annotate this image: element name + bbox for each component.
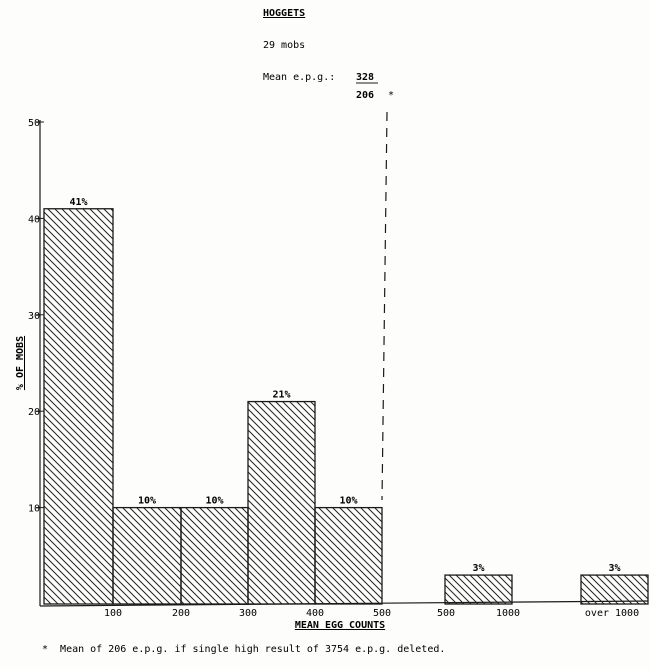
y-tick-label: 50: [28, 118, 40, 129]
bar-value-label: 41%: [69, 197, 87, 208]
x-tick-label: 300: [239, 608, 257, 619]
bar-100-200: [112, 506, 182, 605]
y-tick-label: 40: [28, 214, 40, 225]
bar-value-label: 10%: [339, 496, 357, 507]
y-tick-label: 10: [28, 504, 40, 515]
y-axis-label: % OF MOBS: [15, 336, 26, 390]
mobs-count: 29 mobs: [263, 40, 305, 51]
x-tick-label: 500: [373, 608, 391, 619]
y-tick-label: 20: [28, 407, 40, 418]
x-tick-label: 100: [104, 608, 122, 619]
mean-value: 328: [356, 72, 374, 83]
footnote: * Mean of 206 e.p.g. if single high resu…: [42, 644, 445, 655]
x-tick-label: over 1000: [585, 608, 639, 619]
x-tick-label: 500: [437, 608, 455, 619]
bar-500-1000: [444, 574, 513, 605]
bar-value-label: 21%: [272, 390, 290, 401]
mean-alt-marker: *: [388, 90, 394, 101]
x-tick-group: 100 200 300 400 500 500 1000 over 1000: [104, 608, 639, 619]
bar-value-label: 3%: [472, 563, 484, 574]
bar-group: 41% 10% 10% 21% 10% 3% 3%: [43, 197, 649, 605]
bar-400-500: [314, 506, 383, 605]
bar-value-label: 10%: [205, 496, 223, 507]
bar-value-label: 10%: [138, 496, 156, 507]
mean-alt-value: 206: [356, 90, 374, 101]
y-tick-label: 30: [28, 311, 40, 322]
bar-200-300: [180, 506, 249, 605]
mean-label: Mean e.p.g.:: [263, 72, 335, 83]
bar-over 1000: [580, 574, 649, 605]
bar-300-400: [247, 400, 316, 605]
y-tick-group: 10 20 30 40 50: [28, 118, 44, 515]
x-tick-label: 200: [172, 608, 190, 619]
mean-reference-line: [381, 111, 388, 501]
x-axis-label: MEAN EGG COUNTS: [295, 620, 385, 631]
chart-title: HOGGETS: [263, 8, 305, 19]
x-tick-label: 1000: [496, 608, 520, 619]
bar-value-label: 3%: [608, 563, 620, 574]
bar-0-100: [43, 208, 114, 605]
x-tick-label: 400: [306, 608, 324, 619]
